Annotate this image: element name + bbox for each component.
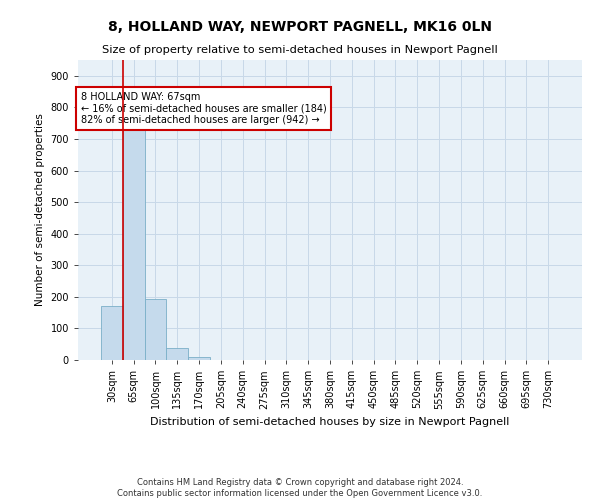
Bar [101,306,123,360]
Text: Contains HM Land Registry data © Crown copyright and database right 2024.
Contai: Contains HM Land Registry data © Crown c… [118,478,482,498]
Y-axis label: Number of semi-detached properties: Number of semi-detached properties [35,114,45,306]
Text: 8 HOLLAND WAY: 67sqm
← 16% of semi-detached houses are smaller (184)
82% of semi: 8 HOLLAND WAY: 67sqm ← 16% of semi-detac… [80,92,326,124]
Bar [123,126,145,360]
Bar [166,348,188,360]
Text: Size of property relative to semi-detached houses in Newport Pagnell: Size of property relative to semi-detach… [102,45,498,55]
Bar [145,298,166,360]
Bar [188,357,210,360]
X-axis label: Distribution of semi-detached houses by size in Newport Pagnell: Distribution of semi-detached houses by … [151,417,509,427]
Text: 8, HOLLAND WAY, NEWPORT PAGNELL, MK16 0LN: 8, HOLLAND WAY, NEWPORT PAGNELL, MK16 0L… [108,20,492,34]
